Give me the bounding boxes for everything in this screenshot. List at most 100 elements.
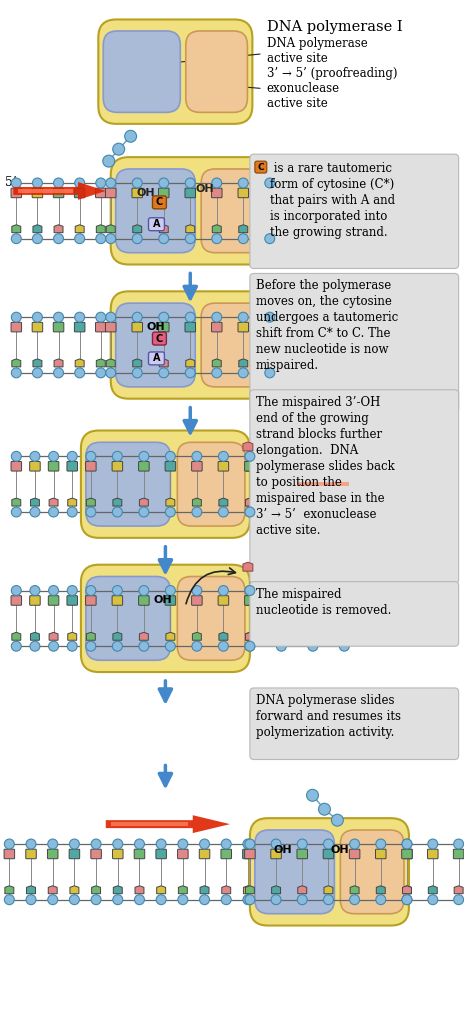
Circle shape [33,368,42,378]
Circle shape [219,641,228,651]
Polygon shape [140,498,148,506]
Text: OH: OH [196,184,214,193]
Circle shape [245,507,255,517]
FancyBboxPatch shape [218,462,229,471]
FancyBboxPatch shape [81,430,250,538]
Polygon shape [266,224,274,233]
FancyBboxPatch shape [47,849,58,859]
Polygon shape [186,224,195,233]
Circle shape [271,839,281,849]
FancyBboxPatch shape [32,322,43,332]
FancyBboxPatch shape [95,322,106,332]
Text: C: C [156,198,163,208]
FancyBboxPatch shape [276,596,286,605]
Polygon shape [219,498,228,506]
Polygon shape [246,498,254,506]
Circle shape [314,178,325,188]
FancyBboxPatch shape [289,188,300,198]
Text: OH: OH [330,845,349,855]
FancyBboxPatch shape [153,332,166,345]
Circle shape [11,641,21,651]
Polygon shape [308,632,317,640]
Polygon shape [243,441,253,451]
Circle shape [11,368,21,378]
FancyBboxPatch shape [98,20,252,123]
Polygon shape [308,498,317,506]
Circle shape [4,894,14,904]
Circle shape [276,507,286,517]
Circle shape [49,586,59,596]
Circle shape [159,234,169,244]
Text: The mispaired
nucleotide is removed.: The mispaired nucleotide is removed. [256,588,391,616]
FancyBboxPatch shape [67,462,78,471]
Circle shape [245,586,255,596]
FancyBboxPatch shape [250,390,458,583]
Circle shape [290,368,299,378]
Circle shape [245,452,255,461]
FancyBboxPatch shape [276,462,286,471]
Polygon shape [12,224,21,233]
Circle shape [265,368,275,378]
Circle shape [376,839,386,849]
FancyBboxPatch shape [339,188,350,198]
Polygon shape [179,886,187,894]
Circle shape [428,839,438,849]
Circle shape [212,234,222,244]
Circle shape [91,839,101,849]
FancyBboxPatch shape [212,322,222,332]
Polygon shape [48,886,57,894]
Text: OH: OH [273,845,292,855]
FancyBboxPatch shape [453,849,464,859]
Polygon shape [315,224,324,233]
Circle shape [212,368,222,378]
Circle shape [219,507,228,517]
Circle shape [339,507,349,517]
Circle shape [212,312,222,322]
Circle shape [113,452,122,461]
Circle shape [86,586,96,596]
Circle shape [185,368,195,378]
Circle shape [219,452,228,461]
Circle shape [192,641,202,651]
Polygon shape [135,886,144,894]
Polygon shape [266,224,274,233]
FancyBboxPatch shape [111,157,270,264]
Polygon shape [68,632,77,640]
Polygon shape [92,886,100,894]
Circle shape [376,894,386,904]
Text: C: C [156,333,163,344]
Circle shape [156,839,166,849]
Polygon shape [5,886,14,894]
Circle shape [308,586,318,596]
FancyBboxPatch shape [116,169,195,253]
Polygon shape [106,224,115,233]
Circle shape [132,312,142,322]
Circle shape [245,894,255,904]
Circle shape [428,894,438,904]
Polygon shape [133,359,142,367]
Circle shape [290,178,299,188]
FancyBboxPatch shape [255,162,267,173]
FancyBboxPatch shape [67,596,78,605]
Polygon shape [186,359,195,367]
Circle shape [192,507,202,517]
Circle shape [75,178,85,188]
Polygon shape [428,886,437,894]
FancyBboxPatch shape [116,304,195,387]
Circle shape [49,452,59,461]
Circle shape [96,368,106,378]
Text: 3’: 3’ [338,177,349,189]
Circle shape [265,178,275,188]
FancyBboxPatch shape [74,322,85,332]
Circle shape [96,312,106,322]
FancyBboxPatch shape [26,849,36,859]
Polygon shape [12,498,21,506]
Text: Before the polymerase
moves on, the cytosine
undergoes a tautomeric
shift from C: Before the polymerase moves on, the cyto… [256,280,398,372]
Circle shape [339,586,349,596]
FancyBboxPatch shape [132,322,142,332]
Circle shape [166,586,175,596]
Circle shape [113,894,123,904]
FancyBboxPatch shape [4,849,14,859]
Circle shape [26,894,36,904]
FancyBboxPatch shape [113,849,123,859]
